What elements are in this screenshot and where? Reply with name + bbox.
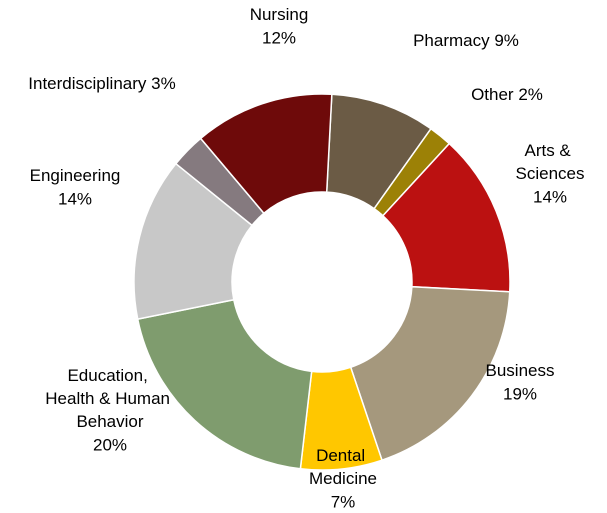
value-label: 14% (58, 189, 92, 208)
value-label: 7% (331, 492, 356, 511)
category-label: Dental Medicine (309, 446, 377, 488)
value-label: 3% (151, 74, 176, 93)
category-label: Other (471, 85, 514, 104)
value-label: 19% (503, 384, 537, 403)
category-label: Education, Health & Human Behavior (45, 366, 174, 431)
donut-slice (136, 298, 313, 470)
value-label: 9% (494, 31, 519, 50)
value-label: 20% (93, 435, 127, 454)
category-label: Engineering (30, 166, 121, 185)
slice-label: Pharmacy 9% (413, 31, 519, 50)
category-label: Pharmacy (413, 31, 490, 50)
category-label: Interdisciplinary (28, 74, 147, 93)
slice-label: Interdisciplinary 3% (28, 74, 175, 93)
value-label: 12% (262, 28, 296, 47)
slice-label: Other 2% (471, 85, 543, 104)
category-label: Arts & Sciences (516, 141, 585, 183)
category-label: Nursing (250, 5, 309, 24)
value-label: 14% (533, 187, 567, 206)
value-label: 2% (518, 85, 543, 104)
category-label: Business (486, 361, 555, 380)
donut-slice (199, 93, 333, 215)
donut-slice (349, 285, 511, 462)
